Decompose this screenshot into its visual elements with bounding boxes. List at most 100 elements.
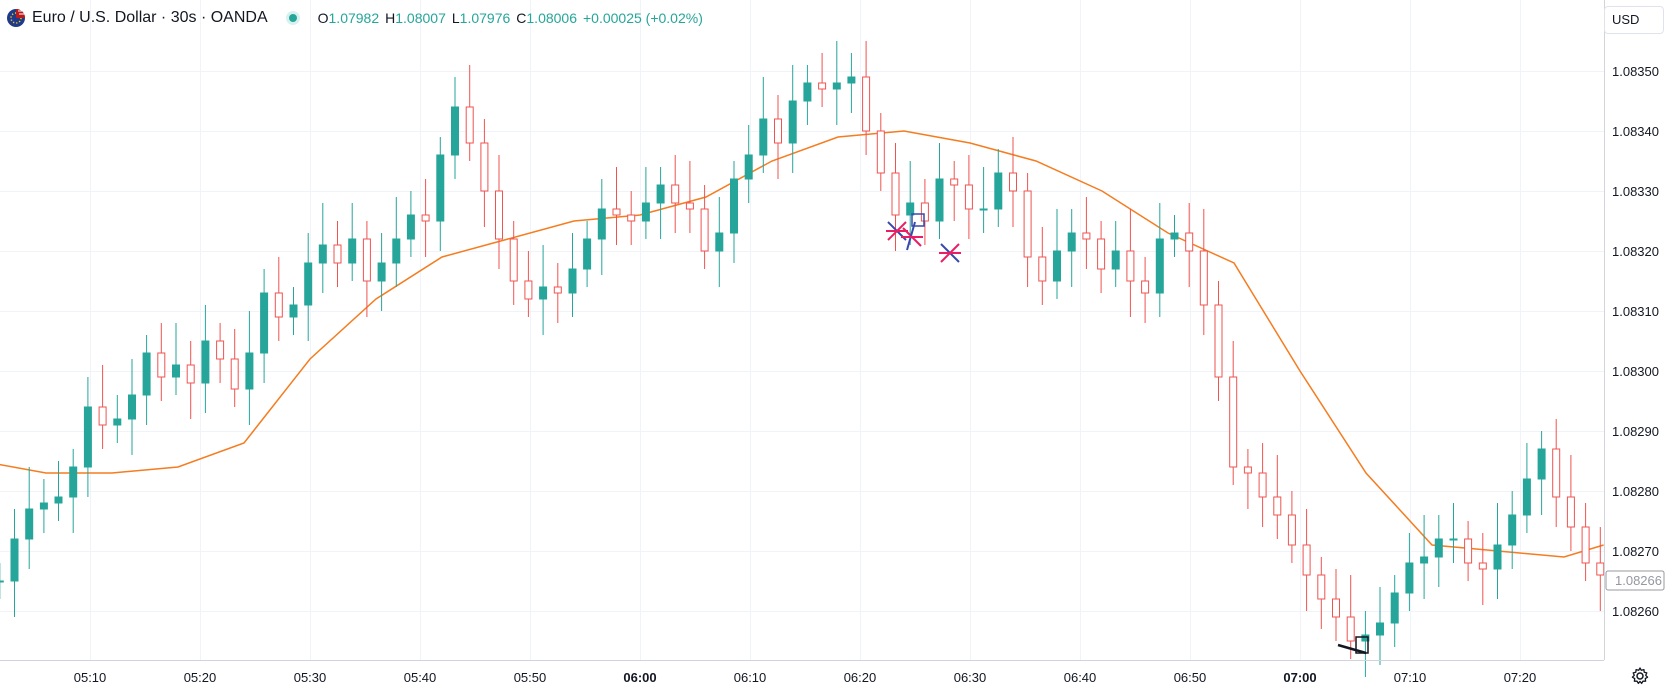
candle-up [436, 137, 445, 251]
candle-up [583, 221, 592, 287]
price-tick-label: 1.08290 [1612, 424, 1659, 439]
candle-down [157, 323, 166, 401]
candle-up [1155, 203, 1164, 317]
candle-down [1126, 209, 1135, 317]
candle-down [186, 341, 195, 419]
candle-up [69, 449, 78, 533]
time-tick-label: 07:10 [1394, 670, 1427, 685]
candle-up [318, 203, 327, 293]
candle-down [98, 365, 107, 449]
chart-drawings [886, 213, 1369, 655]
time-tick-label: 06:30 [954, 670, 987, 685]
currency-button[interactable]: USD [1604, 6, 1664, 34]
candle-down [700, 185, 709, 269]
candle-down [421, 179, 430, 257]
candle-down [612, 167, 621, 245]
candle-down [1552, 419, 1561, 527]
price-axis[interactable]: 1.08350 1.08340 1.08330 1.08320 1.08310 1.083… [1612, 64, 1659, 619]
candle-up [1170, 215, 1179, 257]
candle-up [641, 167, 650, 239]
price-tick-label: 1.08270 [1612, 544, 1659, 559]
price-tick-label: 1.08300 [1612, 364, 1659, 379]
candle-down [1185, 203, 1194, 287]
candle-down [774, 95, 782, 179]
candle-up [568, 233, 577, 317]
time-tick-label: 06:20 [844, 670, 877, 685]
eu-us-flag-icon [7, 9, 25, 27]
candle-up [994, 149, 1003, 227]
candle-down [1038, 227, 1047, 305]
candle-down [1229, 341, 1238, 485]
candle-down [1332, 569, 1340, 641]
candle-down [685, 161, 694, 233]
time-tick-label: 05:20 [184, 670, 217, 685]
candle-up [832, 41, 841, 125]
candle-up [730, 161, 738, 263]
candle-down [362, 221, 371, 317]
candle-up [1053, 209, 1061, 299]
candle-up [0, 563, 4, 599]
candle-up [1449, 503, 1458, 563]
rectangle-marker [911, 213, 925, 227]
candle-up [54, 461, 63, 521]
candle-up [406, 191, 415, 257]
candle-down [1273, 455, 1282, 539]
trend-line-marker [1337, 643, 1367, 655]
candle-up [715, 197, 724, 287]
candle-down [964, 155, 973, 239]
candle-down [920, 179, 929, 245]
candle-up [744, 125, 753, 203]
candle-down [1258, 443, 1267, 527]
candle-down [495, 155, 503, 269]
candle-down [950, 161, 959, 221]
candle-up [260, 269, 269, 383]
candle-down [1596, 527, 1605, 611]
candle-up [1405, 533, 1414, 611]
candle-down [216, 323, 225, 383]
candle-up [803, 65, 812, 125]
candle-up [1537, 431, 1546, 515]
time-tick-label: 07:00 [1283, 670, 1316, 685]
candle-up [1111, 221, 1120, 287]
candle-up [597, 179, 606, 275]
low-label: L [451, 10, 460, 26]
candle-up [172, 323, 180, 395]
candle-up [906, 161, 915, 245]
candle-down [1566, 455, 1575, 551]
candle-up [759, 77, 768, 173]
candle-up [656, 167, 665, 239]
candle-down [1097, 221, 1106, 293]
gear-icon[interactable] [1630, 666, 1650, 686]
last-price-label: 1.08266 [1605, 570, 1665, 591]
time-axis[interactable]: 05:10 05:20 05:30 05:40 05:50 06:00 06:10 06:20… [74, 670, 1537, 685]
candle-down [1287, 491, 1296, 563]
svg-text:1.08266: 1.08266 [1615, 573, 1662, 588]
candle-down [1009, 137, 1017, 227]
change-value: +0.00025 (+0.02%) [583, 10, 703, 26]
candle-down [627, 191, 636, 245]
candle-down [333, 221, 342, 287]
candle-up [847, 53, 856, 113]
symbol-legend[interactable]: Euro / U.S. Dollar · 30s · OANDA O 1.079… [6, 8, 703, 28]
candle-down [1214, 281, 1223, 401]
time-tick-label: 05:40 [404, 670, 437, 685]
candle-up [348, 203, 357, 281]
candle-up [1434, 515, 1443, 587]
candle-down [230, 329, 239, 407]
candle-down [480, 119, 489, 227]
price-tick-label: 1.08350 [1612, 64, 1659, 79]
open-label: O [317, 10, 329, 26]
price-tick-label: 1.08310 [1612, 304, 1659, 319]
candle-down [862, 41, 871, 155]
time-tick-label: 06:50 [1174, 670, 1207, 685]
time-tick-label: 05:50 [514, 670, 547, 685]
price-tick-label: 1.08320 [1612, 244, 1659, 259]
candle-up [1361, 611, 1370, 677]
candle-down [274, 257, 283, 341]
candle-down [524, 251, 533, 317]
candle-down [1302, 509, 1311, 611]
candle-up [377, 233, 386, 311]
market-open-dot-icon [285, 11, 300, 25]
price-tick-label: 1.08340 [1612, 124, 1659, 139]
